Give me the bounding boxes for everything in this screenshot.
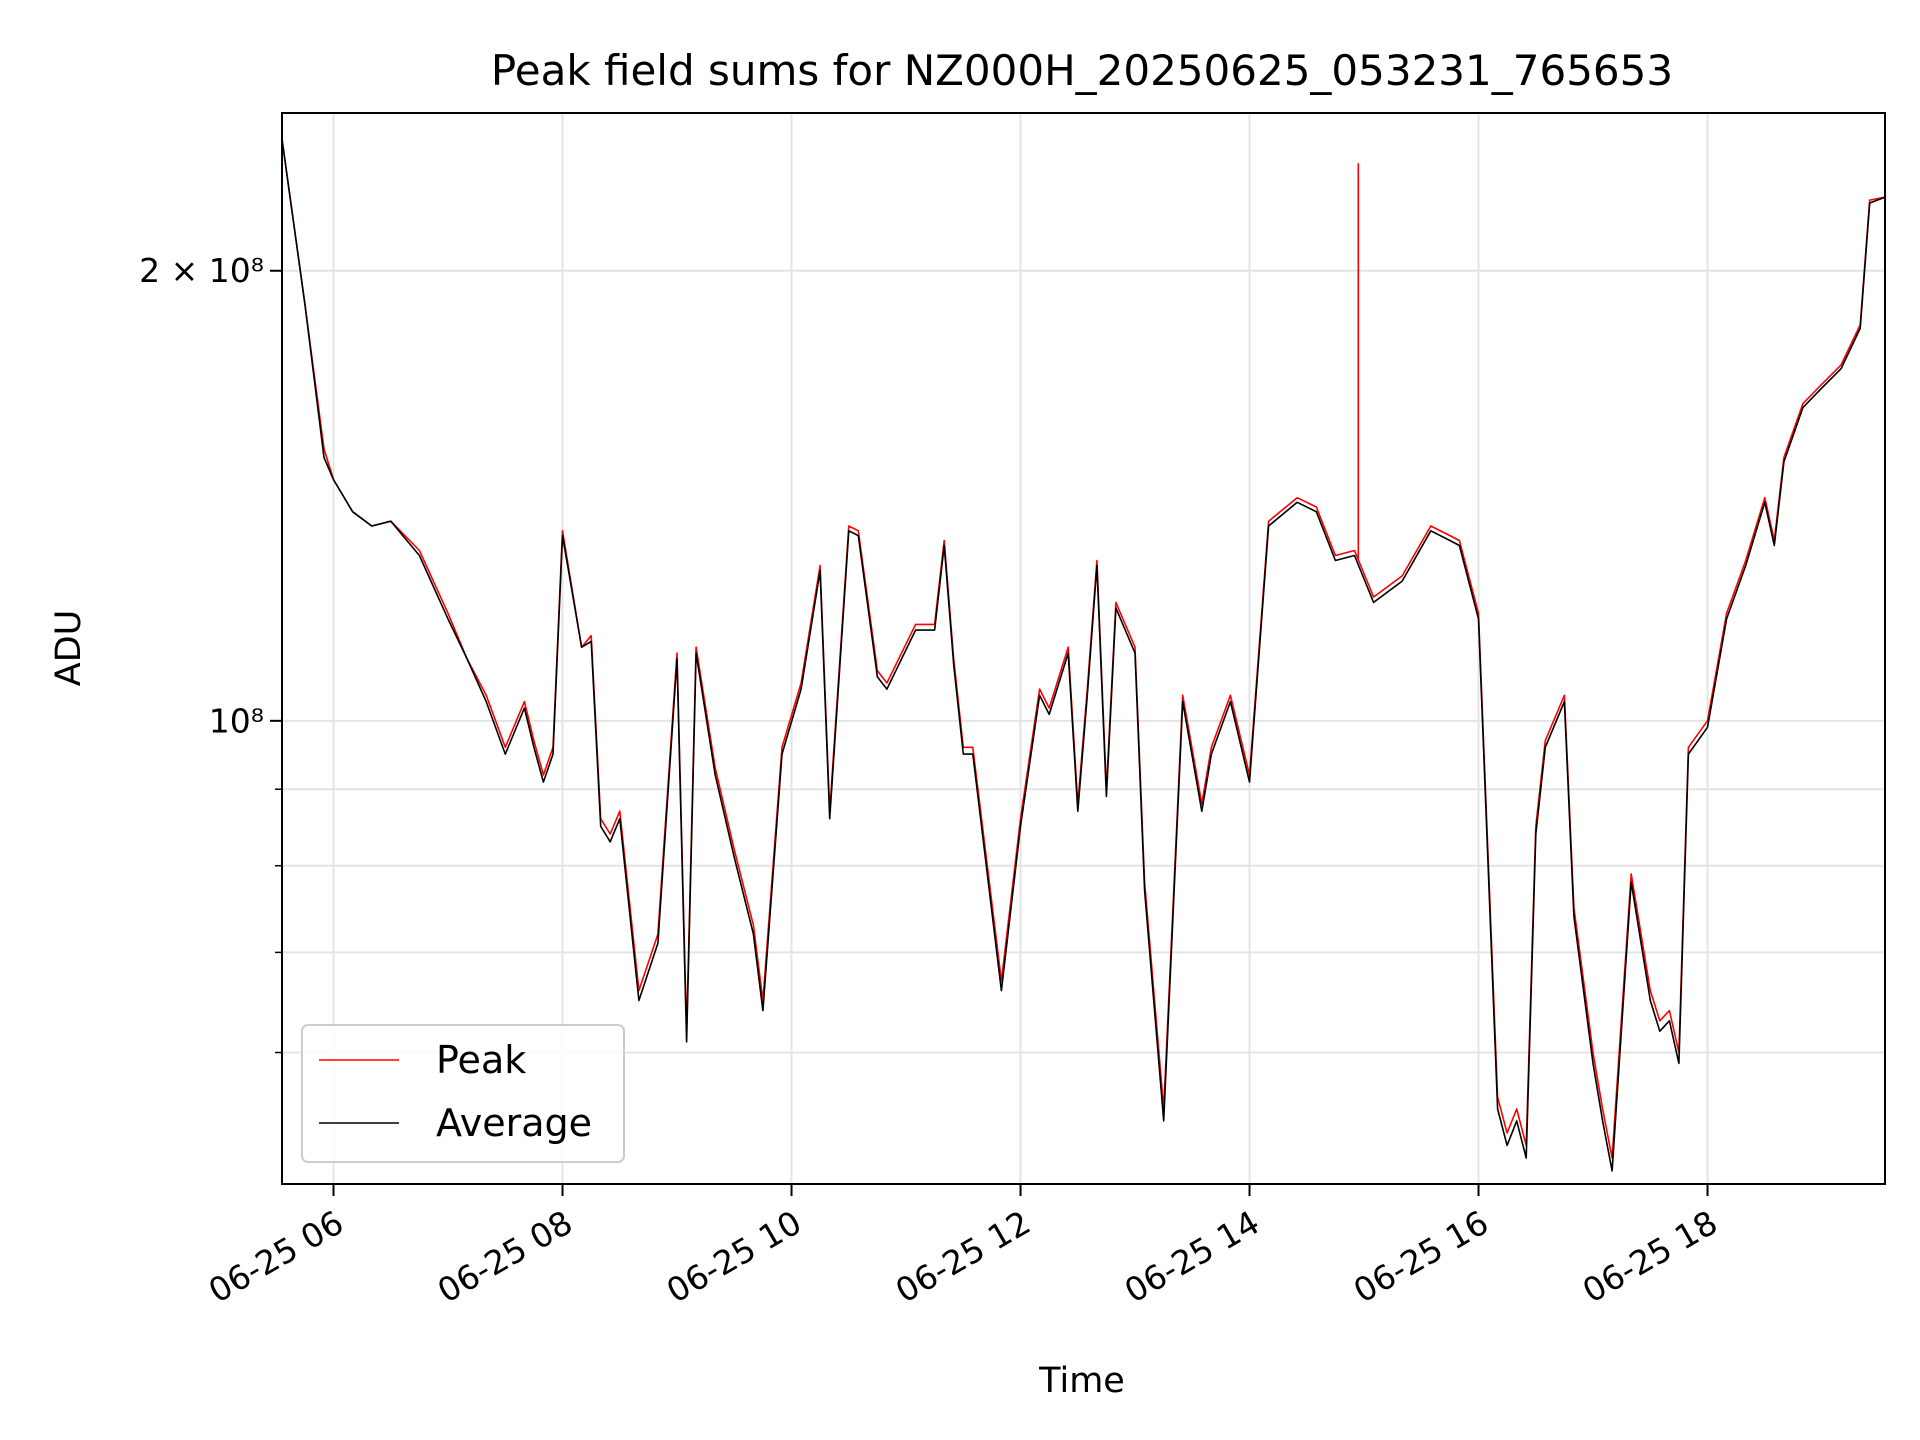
legend-average-label: Average [436, 1101, 592, 1145]
series-line-average [281, 138, 1886, 1172]
x-axis-label: Time [1038, 1361, 1125, 1401]
series-lines [281, 138, 1886, 1172]
plot-frame [281, 112, 1886, 1185]
legend: Peak Average [301, 1024, 625, 1163]
y-axis-label: ADU [49, 610, 89, 687]
y-tick-label: 2 × 10⁸ [139, 251, 264, 290]
y-axis: 2 × 10⁸ 10⁸ [139, 251, 282, 1054]
chart-title: Peak field sums for NZ000H_20250625_0532… [491, 46, 1673, 95]
legend-peak-label: Peak [436, 1038, 526, 1082]
y-tick-label: 10⁸ [209, 701, 264, 740]
